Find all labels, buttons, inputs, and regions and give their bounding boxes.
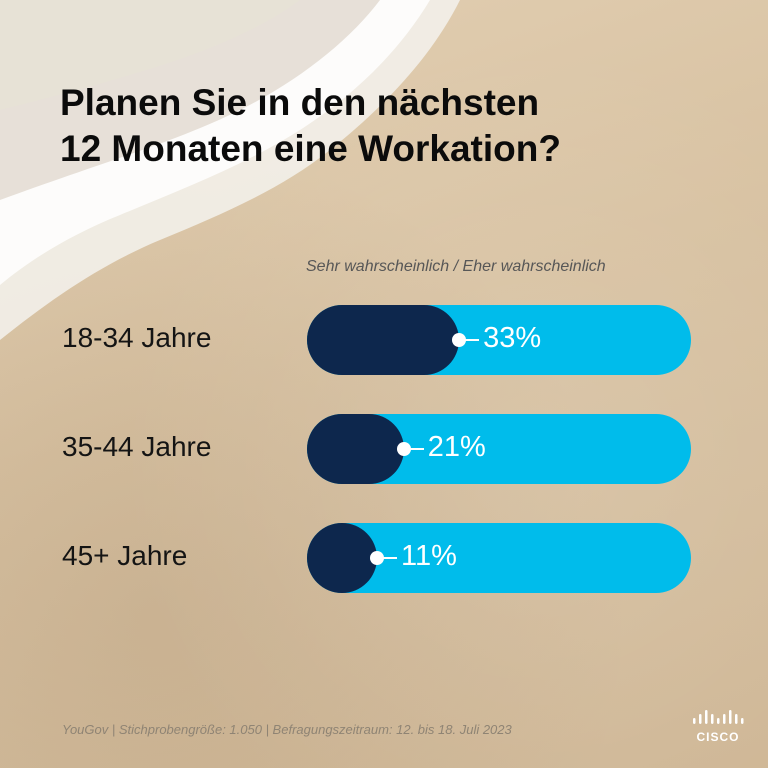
- bar-fill: [307, 414, 404, 484]
- bar-track: 11%: [307, 523, 691, 593]
- bar-fill: [307, 305, 460, 375]
- cisco-logo: CISCO: [690, 708, 746, 748]
- value-marker-line: [383, 557, 397, 559]
- source-note: YouGov | Stichprobengröße: 1.050 | Befra…: [62, 722, 512, 737]
- value-label: 11%: [401, 540, 457, 572]
- title-line-1: Planen Sie in den nächsten: [60, 82, 540, 123]
- legend-label: Sehr wahrscheinlich / Eher wahrscheinlic…: [306, 258, 606, 275]
- cisco-bars-icon: [693, 710, 744, 724]
- title-line-2: 12 Monaten eine Workation?: [60, 128, 561, 169]
- cisco-wordmark: CISCO: [696, 730, 740, 744]
- category-label: 45+ Jahre: [62, 540, 188, 571]
- category-label: 18-34 Jahre: [62, 322, 212, 353]
- value-label: 21%: [427, 431, 486, 463]
- bar-track: 21%: [307, 414, 691, 484]
- value-marker-dot: [370, 551, 384, 565]
- value-marker-line: [409, 448, 424, 450]
- value-marker-line: [465, 339, 480, 341]
- chart-title: Planen Sie in den nächsten 12 Monaten ei…: [60, 80, 700, 172]
- value-marker-dot: [396, 442, 411, 456]
- bar-track: 33%: [307, 305, 691, 375]
- value-label: 33%: [483, 322, 542, 354]
- category-label: 35-44 Jahre: [62, 431, 212, 462]
- bar-fill: [307, 523, 377, 593]
- value-marker-dot: [452, 333, 467, 347]
